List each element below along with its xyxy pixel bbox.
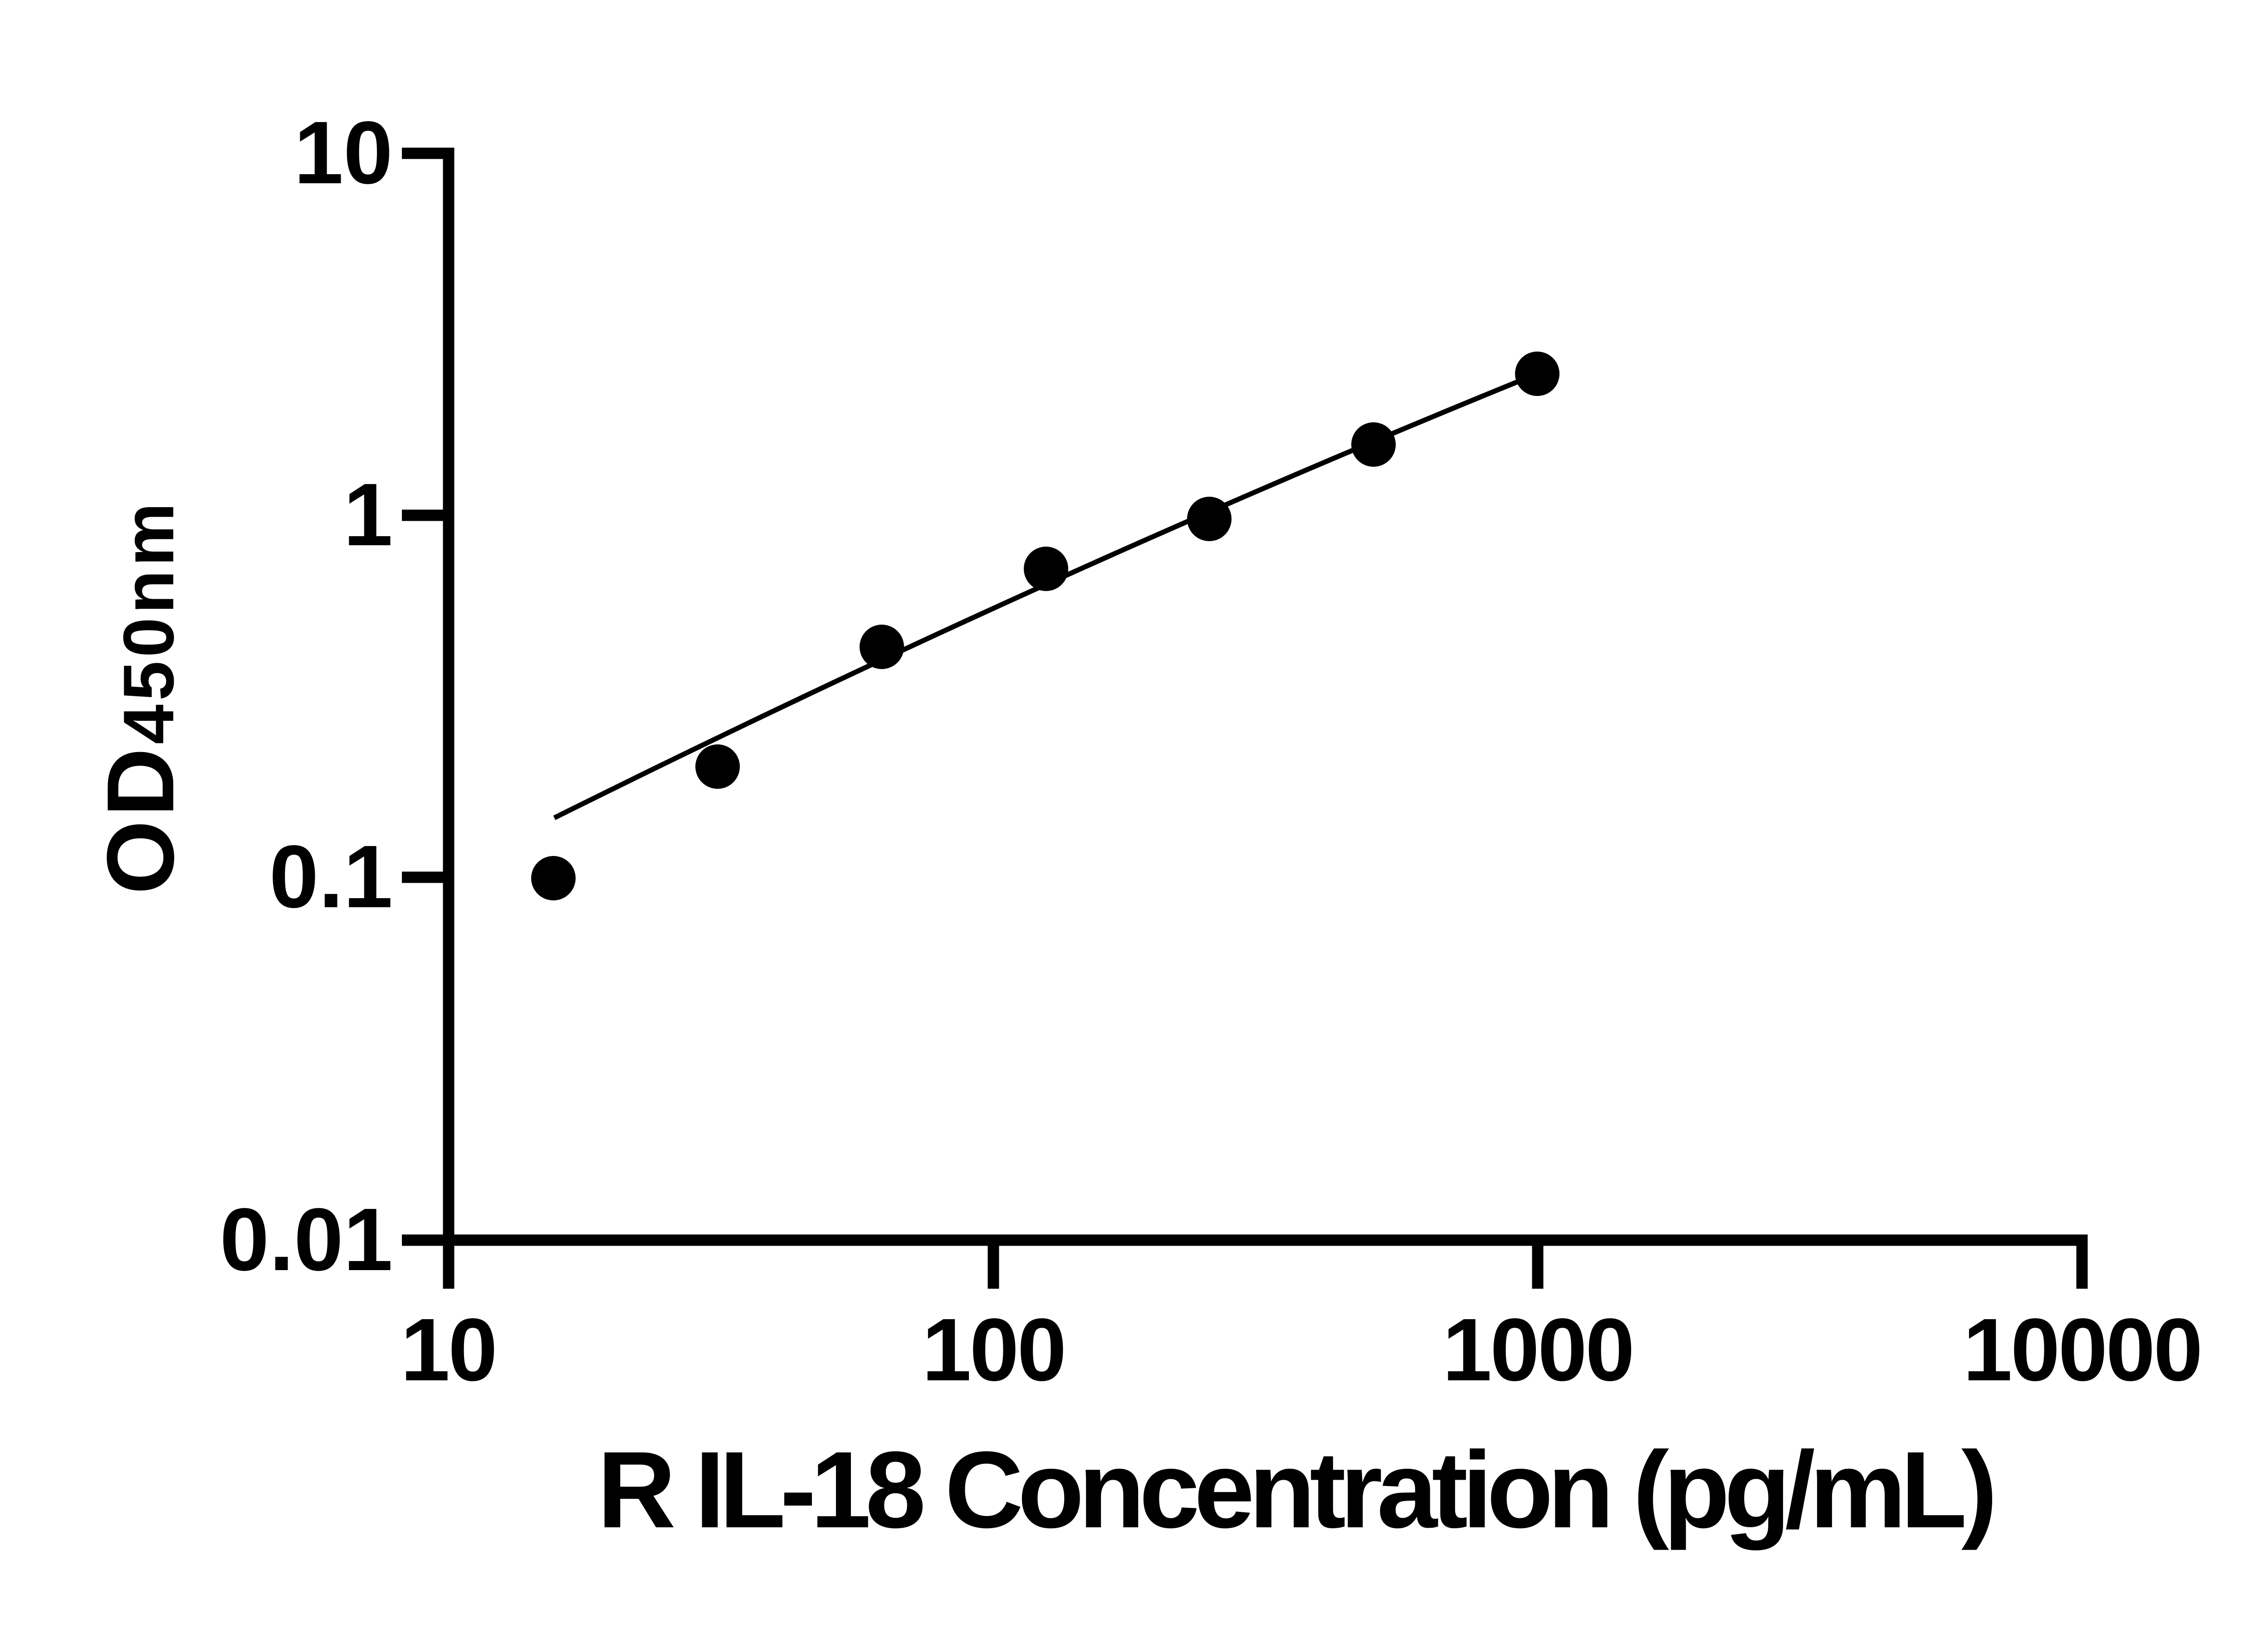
svg-text:R IL-18 Concentration (pg/mL): R IL-18 Concentration (pg/mL) bbox=[597, 1429, 1992, 1550]
svg-text:10000: 10000 bbox=[1963, 1300, 2201, 1399]
svg-text:0.01: 0.01 bbox=[220, 1190, 393, 1289]
svg-text:OD450nm: OD450nm bbox=[87, 499, 194, 895]
svg-text:10: 10 bbox=[401, 1300, 496, 1399]
svg-text:0.1: 0.1 bbox=[269, 827, 393, 926]
svg-text:10: 10 bbox=[294, 103, 393, 202]
svg-text:1000: 1000 bbox=[1442, 1300, 1633, 1399]
svg-text:1: 1 bbox=[343, 465, 393, 564]
svg-text:100: 100 bbox=[922, 1300, 1065, 1399]
